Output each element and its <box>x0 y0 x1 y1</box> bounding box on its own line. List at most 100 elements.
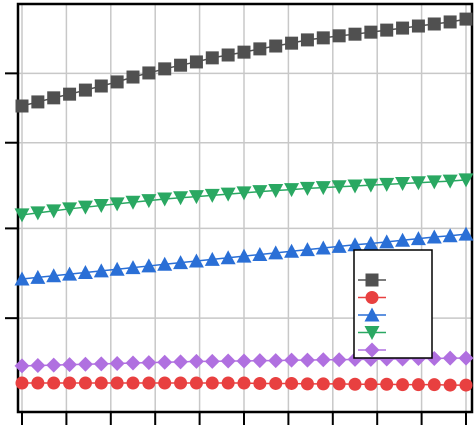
marker <box>204 353 220 369</box>
marker <box>269 39 283 53</box>
marker <box>347 179 363 194</box>
marker <box>331 180 347 195</box>
marker <box>173 354 189 370</box>
marker <box>142 376 156 390</box>
marker <box>77 264 93 279</box>
marker <box>158 62 172 76</box>
marker <box>221 376 235 390</box>
marker <box>157 256 173 271</box>
marker <box>284 183 300 198</box>
marker <box>15 99 29 113</box>
marker <box>268 183 284 198</box>
marker <box>110 75 124 89</box>
series <box>15 376 473 392</box>
marker <box>46 357 62 373</box>
marker <box>364 342 380 358</box>
marker <box>316 377 330 391</box>
marker <box>188 353 204 369</box>
marker <box>410 231 426 246</box>
marker <box>109 355 125 371</box>
marker <box>205 51 219 65</box>
marker <box>63 87 77 101</box>
plot-frame <box>16 2 474 414</box>
marker <box>364 377 378 391</box>
marker <box>442 228 458 243</box>
marker <box>332 29 346 43</box>
marker <box>299 181 315 196</box>
marker <box>364 326 380 340</box>
marker <box>47 376 61 390</box>
marker <box>174 376 188 390</box>
marker <box>62 266 78 281</box>
marker <box>174 58 188 72</box>
legend-box <box>353 249 433 359</box>
marker <box>142 66 156 80</box>
marker <box>221 48 235 62</box>
marker <box>125 355 141 371</box>
marker <box>365 291 379 304</box>
marker <box>125 195 141 210</box>
legend <box>353 249 433 359</box>
marker <box>363 235 379 250</box>
marker <box>78 83 92 97</box>
marker <box>94 376 108 390</box>
marker <box>109 197 125 212</box>
marker <box>347 237 363 252</box>
marker <box>93 199 109 214</box>
marker <box>126 70 140 84</box>
marker <box>125 260 141 275</box>
marker <box>442 174 458 189</box>
marker <box>365 273 379 287</box>
marker <box>458 350 474 366</box>
marker <box>380 23 394 37</box>
marker <box>63 376 77 390</box>
marker <box>205 376 219 390</box>
marker <box>220 187 236 202</box>
marker <box>364 307 380 322</box>
marker <box>220 353 236 369</box>
marker <box>30 269 46 284</box>
marker <box>299 352 315 368</box>
marker <box>220 250 236 265</box>
marker <box>285 36 299 50</box>
marker <box>14 208 30 223</box>
marker <box>62 357 78 373</box>
marker <box>236 248 252 263</box>
marker <box>332 377 346 391</box>
marker <box>204 188 220 203</box>
marker <box>141 355 157 371</box>
marker <box>285 376 299 390</box>
marker <box>348 27 362 41</box>
marker <box>411 378 425 392</box>
marker <box>299 242 315 257</box>
marker <box>348 377 362 391</box>
marker <box>364 25 378 39</box>
marker <box>395 232 411 247</box>
marker <box>173 191 189 206</box>
marker <box>77 356 93 372</box>
marker <box>442 350 458 366</box>
marker <box>252 247 268 262</box>
marker <box>380 377 394 391</box>
marker <box>459 378 473 392</box>
marker <box>126 376 140 390</box>
marker <box>62 202 78 217</box>
marker <box>173 255 189 270</box>
marker <box>427 17 441 31</box>
marker <box>363 178 379 193</box>
marker <box>269 376 283 390</box>
marker <box>427 378 441 392</box>
marker <box>158 376 172 390</box>
marker <box>93 263 109 278</box>
marker <box>426 229 442 244</box>
marker <box>236 353 252 369</box>
marker <box>315 240 331 255</box>
marker <box>379 177 395 192</box>
marker <box>31 95 45 109</box>
marker <box>47 91 61 105</box>
marker <box>411 19 425 33</box>
marker <box>300 377 314 391</box>
series <box>14 226 474 286</box>
